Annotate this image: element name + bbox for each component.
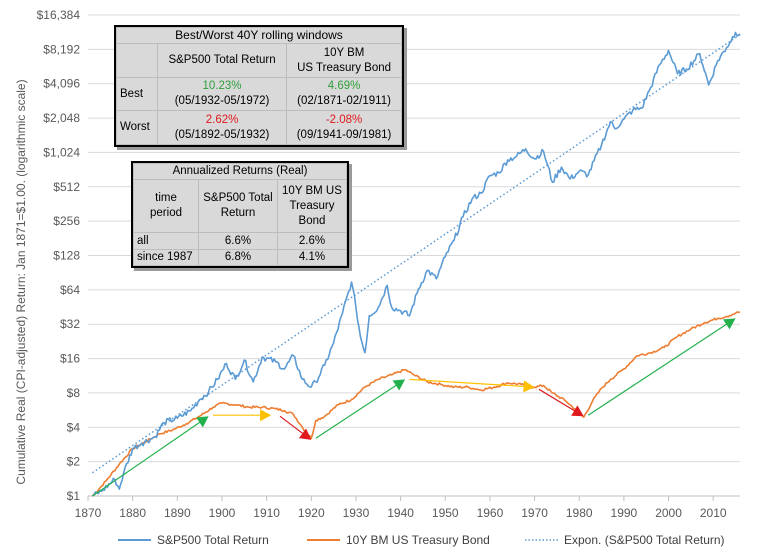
x-axis-ticks: 1870 1880 1890 1900 1910 1920 1930 1940 1950 1960… [75, 496, 727, 520]
arrow-annotation [409, 378, 535, 393]
arrow-annotation [279, 415, 312, 440]
rolling-col-sp500: S&P500 Total Return [156, 43, 288, 78]
x-tick-label: 1910 [253, 506, 280, 520]
worst-sp500-cell: 2.62% (05/1892-05/1932) [156, 110, 288, 145]
annual-table-title: Annualized Returns (Real) [133, 162, 347, 181]
rolling-corner [116, 43, 158, 78]
worst-bond-period: (09/1941-09/1981) [296, 128, 392, 141]
x-tick-label: 2000 [655, 506, 682, 520]
y-tick-label: $4,096 [43, 77, 80, 91]
y-tick-label: $32 [60, 317, 80, 331]
rolling-table-title: Best/Worst 40Y rolling windows [116, 26, 402, 45]
y-tick-label: $4 [67, 420, 81, 434]
series-line-bond [91, 311, 741, 497]
annual-row-all-bond: 2.6% [276, 232, 348, 250]
y-tick-label: $8 [67, 386, 81, 400]
legend: S&P500 Total Return 10Y BM US Treasury B… [118, 533, 725, 547]
worst-row-label: Worst [116, 110, 158, 145]
x-tick-label: 1930 [343, 506, 370, 520]
y-tick-label: $16 [60, 352, 80, 366]
y-tick-label: $16,384 [37, 8, 81, 22]
arrow-annotation [92, 416, 209, 497]
worst-bond-cell: -2.08% (09/1941-09/1981) [286, 110, 402, 145]
worst-sp500-period: (05/1892-05/1932) [174, 128, 270, 141]
best-sp500-period: (05/1932-05/1972) [174, 95, 270, 108]
annual-row-1987-label: since 1987 [133, 248, 199, 267]
y-tick-label: $2 [67, 455, 81, 469]
annual-row-all-label: all [133, 232, 199, 250]
y-tick-label: $1 [67, 489, 81, 503]
annual-col-sp500: S&P500 Total Return [198, 179, 278, 234]
x-tick-label: 1920 [298, 506, 325, 520]
y-axis-ticks: $1 $2 $4 $8 $16 $32 $64 $128 $256 $512 $1,024 $2,04… [37, 8, 81, 503]
annual-col-sp500-line2: Return [220, 207, 256, 220]
x-tick-label: 1950 [432, 506, 459, 520]
best-bond-cell: 4.69% (02/1871-02/1911) [286, 76, 402, 112]
annual-row-all-sp500: 6.6% [198, 232, 278, 250]
series-line-sp500 [92, 31, 741, 497]
annual-col-period-line1: time [155, 192, 177, 205]
x-tick-label: 1990 [611, 506, 638, 520]
best-row-label: Best [116, 76, 158, 112]
worst-bond-value: -2.08% [325, 113, 363, 126]
legend-label-trend: Expon. (S&P500 Total Return) [564, 533, 725, 547]
best-sp500-value: 10.23% [202, 80, 242, 93]
y-tick-label: $64 [60, 283, 80, 297]
y-tick-label: $256 [53, 214, 80, 228]
annual-col-bond-line2: Treasury [289, 199, 335, 212]
legend-label-sp500: S&P500 Total Return [157, 533, 269, 547]
y-tick-label: $128 [53, 249, 80, 263]
y-axis-label: Cumulative Real (CPI-adjusted) Return: J… [14, 79, 28, 484]
annual-col-period-line2: period [150, 207, 182, 220]
annual-col-bond-line3: Bond [298, 214, 326, 227]
y-tick-label: $2,048 [43, 111, 80, 125]
x-tick-label: 1970 [521, 506, 548, 520]
arrow-annotation [538, 388, 584, 417]
x-tick-label: 1870 [75, 506, 102, 520]
x-tick-label: 1940 [387, 506, 414, 520]
arrow-annotation [213, 409, 272, 422]
x-tick-label: 1890 [164, 506, 191, 520]
annual-row-1987-sp500: 6.8% [198, 248, 278, 267]
arrow-annotation [587, 318, 736, 416]
series-layer [91, 31, 741, 497]
x-tick-label: 1960 [477, 506, 504, 520]
annual-col-bond-line1: 10Y BM US [282, 184, 342, 197]
rolling-col-bond: 10Y BM US Treasury Bond [286, 43, 402, 78]
rolling-col-bond-line2: US Treasury Bond [297, 61, 392, 74]
annual-row-1987-bond: 4.1% [276, 248, 348, 267]
annual-col-bond: 10Y BM US Treasury Bond [276, 179, 348, 234]
best-bond-value: 4.69% [327, 80, 361, 93]
y-tick-label: $512 [53, 180, 80, 194]
x-tick-label: 1980 [566, 506, 593, 520]
y-tick-label: $8,192 [43, 42, 80, 56]
annual-col-sp500-line1: S&P500 Total [203, 192, 273, 205]
y-tick-label: $1,024 [43, 145, 80, 159]
annualized-returns-table: Annualized Returns (Real) time period S&… [131, 161, 349, 268]
x-tick-label: 1900 [209, 506, 236, 520]
rolling-col-bond-line1: 10Y BM [323, 46, 365, 59]
annual-col-period: time period [133, 179, 199, 234]
x-tick-label: 2010 [700, 506, 727, 520]
arrow-annotation [315, 379, 406, 439]
worst-sp500-value: 2.62% [205, 113, 239, 126]
rolling-windows-table: Best/Worst 40Y rolling windows S&P500 To… [114, 25, 404, 147]
best-bond-period: (02/1871-02/1911) [297, 95, 391, 108]
arrow-annotations [92, 318, 736, 497]
legend-label-bond: 10Y BM US Treasury Bond [346, 533, 490, 547]
x-tick-label: 1880 [119, 506, 146, 520]
best-sp500-cell: 10.23% (05/1932-05/1972) [156, 76, 288, 112]
